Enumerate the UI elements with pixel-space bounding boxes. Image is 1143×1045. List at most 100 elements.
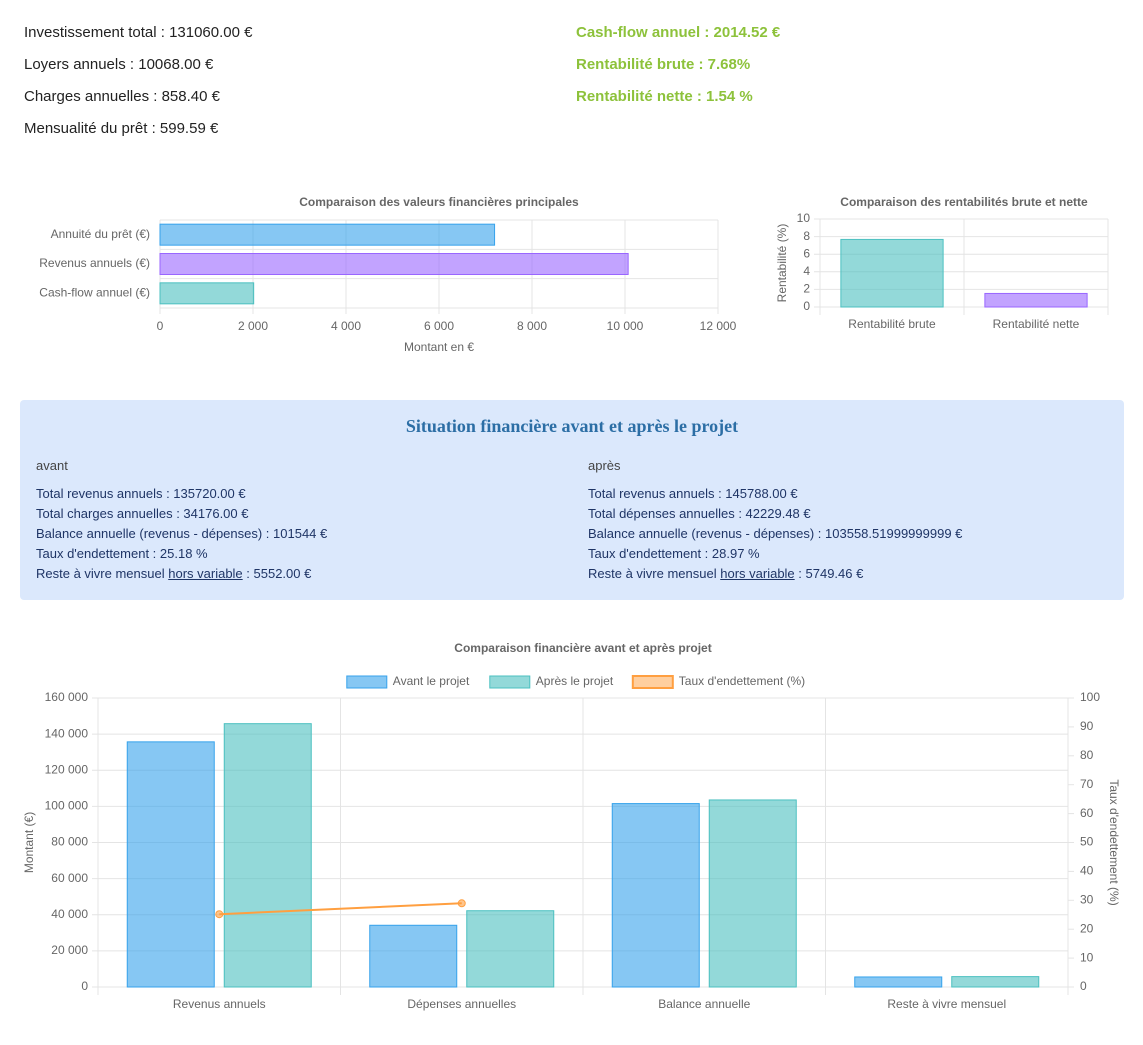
y2-tick-label: 10 [1080,950,1094,964]
situation-panel: Situation financière avant et après le p… [20,400,1124,600]
x-tick-label: 0 [157,319,164,333]
info-line: Balance annuelle (revenus - dépenses) : … [36,526,328,541]
column-heading: avant [36,458,68,473]
y-tick-label: 120 000 [45,762,89,776]
y2-axis-label: Taux d'endettement (%) [1107,779,1121,905]
info-line: Taux d'endettement : 28.97 % [588,546,760,561]
y-tick-label: 0 [81,979,88,993]
x-tick-label: 6 000 [424,319,454,333]
y-axis-label: Montant (€) [22,812,36,873]
info-line: Total revenus annuels : 135720.00 € [36,486,246,501]
y2-tick-label: 70 [1080,777,1094,791]
y-tick-label: 2 [803,282,810,296]
y-tick-label: 80 000 [51,835,88,849]
y-tick-label: 160 000 [45,690,89,704]
column-heading: après [588,458,621,473]
text: : 5749.46 € [794,566,864,581]
x-tick-label: Revenus annuels [173,997,266,1011]
y-tick-label: 6 [803,246,810,260]
bar [223,723,312,988]
y-tick-label: 100 000 [45,799,89,813]
y-axis-label: Rentabilité (%) [775,224,789,303]
x-tick-label: Reste à vivre mensuel [887,997,1006,1011]
x-tick-label: 4 000 [331,319,361,333]
point [457,899,466,908]
info-line: Total dépenses annuelles : 42229.48 € [588,506,811,521]
bar [466,910,555,988]
chart-title: Comparaison des valeurs financières prin… [299,195,579,209]
legend-label: Après le projet [536,674,614,688]
y-tick-label: Revenus annuels (€) [39,256,150,270]
y2-tick-label: 80 [1080,748,1094,762]
info-line: Total charges annuelles : 34176.00 € [36,506,249,521]
bar [611,803,700,988]
x-tick-label: Balance annuelle [658,997,750,1011]
legend-label: Taux d'endettement (%) [679,674,805,688]
y-tick-label: 140 000 [45,726,89,740]
y-tick-label: 60 000 [51,871,88,885]
chart-title: Comparaison financière avant et après pr… [454,641,711,655]
y-tick-label: Cash-flow annuel (€) [39,286,150,300]
x-tick-label: Rentabilité brute [848,317,936,331]
summary-highlight: Cash-flow annuel : 2014.52 € [576,24,781,41]
legend-label: Avant le projet [393,674,470,688]
y-tick-label: 10 [797,211,811,225]
link: hors variable [168,566,243,581]
y-tick-label: 4 [803,264,810,278]
info-line: Balance annuelle (revenus - dépenses) : … [588,526,963,541]
info-line: Taux d'endettement : 25.18 % [36,546,208,561]
info-line: Reste à vivre mensuel hors variable : 57… [588,566,863,581]
summary-line: Loyers annuels : 10068.00 € [24,56,214,73]
bar [369,924,458,988]
line [219,902,462,916]
link: hors variable [720,566,795,581]
text: Reste à vivre mensuel [588,566,721,581]
x-axis-label: Montant en € [404,340,474,354]
y2-tick-label: 100 [1080,690,1100,704]
y2-tick-label: 0 [1080,979,1087,993]
point [215,910,224,919]
text: Reste à vivre mensuel [36,566,169,581]
text: : 5552.00 € [242,566,312,581]
y2-tick-label: 90 [1080,719,1094,733]
bar [984,292,1088,308]
y-tick-label: 8 [803,229,810,243]
x-tick-label: 12 000 [700,319,737,333]
bar [159,253,629,275]
y-tick-label: Annuité du prêt (€) [51,227,150,241]
y2-tick-label: 50 [1080,835,1094,849]
bar [854,976,943,988]
x-tick-label: 10 000 [607,319,644,333]
y2-tick-label: 60 [1080,806,1094,820]
bar [708,799,797,988]
info-line: Reste à vivre mensuel hors variable : 55… [36,566,311,581]
summary-highlight: Rentabilité nette : 1.54 % [576,88,753,105]
legend-swatch [489,675,531,689]
situation-title: Situation financière avant et après le p… [405,416,739,436]
y-tick-label: 0 [803,299,810,313]
summary-highlight: Rentabilité brute : 7.68% [576,56,751,73]
y2-tick-label: 30 [1080,892,1094,906]
y-tick-label: 40 000 [51,907,88,921]
chart-title: Comparaison des rentabilités brute et ne… [840,195,1088,209]
x-tick-label: Rentabilité nette [993,317,1080,331]
bar [126,741,215,988]
legend-swatch [346,675,388,689]
summary-line: Investissement total : 131060.00 € [24,24,253,41]
x-tick-label: 8 000 [517,319,547,333]
x-tick-label: 2 000 [238,319,268,333]
y2-tick-label: 20 [1080,921,1094,935]
bar [159,223,496,246]
summary-line: Charges annuelles : 858.40 € [24,88,220,105]
y-tick-label: 20 000 [51,943,88,957]
info-line: Total revenus annuels : 145788.00 € [588,486,798,501]
bar [159,282,255,305]
y2-tick-label: 40 [1080,864,1094,878]
summary-line: Mensualité du prêt : 599.59 € [24,120,219,137]
bar [840,238,944,308]
legend-swatch [631,675,674,689]
bar [951,976,1040,988]
x-tick-label: Dépenses annuelles [407,997,516,1011]
